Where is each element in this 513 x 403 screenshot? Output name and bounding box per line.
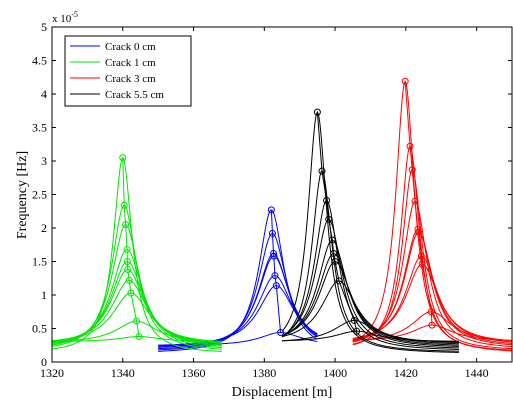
y-tick-label: 0.5 bbox=[32, 322, 47, 336]
peak-marker-2-4 bbox=[414, 225, 422, 233]
peak-marker-0-5 bbox=[272, 282, 280, 290]
y-tick-label: 4 bbox=[41, 87, 47, 101]
peak-marker-1-4 bbox=[123, 258, 131, 265]
peak-marker-3-4 bbox=[328, 236, 336, 244]
peak-marker-3-1 bbox=[318, 167, 326, 175]
series-line-1-5 bbox=[52, 269, 222, 345]
peak-marker-2-3 bbox=[411, 197, 419, 205]
x-tick-label: 1360 bbox=[182, 366, 206, 380]
y-exponent-label: x 10-5 bbox=[52, 10, 78, 25]
peak-marker-3-9 bbox=[353, 327, 361, 335]
series-line-1-2 bbox=[52, 224, 222, 349]
peak-marker-0-1 bbox=[268, 229, 276, 237]
y-tick-label: 4.5 bbox=[32, 54, 47, 68]
x-tick-label: 1380 bbox=[252, 366, 276, 380]
series-line-1-6 bbox=[52, 279, 222, 344]
series-line-3-1 bbox=[281, 170, 459, 352]
peak-marker-1-7 bbox=[127, 289, 135, 297]
peak-marker-3-7 bbox=[335, 277, 343, 285]
x-tick-label: 1420 bbox=[394, 366, 418, 380]
peak-marker-1-6 bbox=[125, 276, 133, 284]
peak-marker-0-6 bbox=[277, 329, 285, 337]
legend-label: Crack 0 cm bbox=[105, 41, 156, 53]
peak-marker-0-3 bbox=[270, 252, 278, 260]
peak-marker-2-7 bbox=[418, 260, 426, 268]
peak-marker-0-4 bbox=[271, 272, 279, 280]
series-line-3-9 bbox=[281, 330, 459, 342]
y-tick-label: 2 bbox=[41, 221, 47, 235]
series-line-3-6 bbox=[281, 260, 459, 345]
peak-marker-0-2 bbox=[270, 249, 278, 257]
peak-marker-2-1 bbox=[406, 142, 414, 150]
peak-marker-1-5 bbox=[124, 266, 132, 274]
y-axis-label: Frequency [Hz] bbox=[15, 151, 30, 239]
series-line-0-2 bbox=[158, 253, 318, 350]
legend-label: Crack 3 cm bbox=[105, 73, 156, 85]
peak-marker-1-0 bbox=[119, 154, 127, 162]
series-line-3-3 bbox=[281, 218, 459, 349]
peak-marker-2-8 bbox=[427, 308, 435, 316]
peak-marker-1-2 bbox=[122, 221, 130, 229]
peak-marker-1-8 bbox=[133, 317, 141, 325]
peak-marker-1-9 bbox=[135, 333, 143, 341]
series-line-3-2 bbox=[281, 200, 459, 350]
y-axis: 0 0.5 1 1.5 2 2.5 3 3.5 4 4.5 5 bbox=[32, 20, 512, 369]
x-tick-label: 1440 bbox=[465, 366, 489, 380]
peak-marker-2-9 bbox=[428, 321, 436, 329]
x-axis: 1320 1340 1360 1380 1400 1420 1440 bbox=[40, 27, 489, 380]
peak-trace-0 bbox=[270, 209, 282, 333]
series-line-3-4 bbox=[281, 239, 459, 347]
peak-trace-2 bbox=[404, 81, 433, 326]
chart-markers bbox=[119, 77, 436, 341]
series-line-2-1 bbox=[352, 145, 512, 351]
y-tick-label: 2.5 bbox=[32, 188, 47, 202]
y-tick-label: 3 bbox=[41, 154, 47, 168]
series-line-3-0 bbox=[281, 110, 459, 353]
y-tick-label: 5 bbox=[41, 20, 47, 34]
peak-marker-2-2 bbox=[408, 166, 416, 174]
series-line-2-9 bbox=[352, 324, 512, 341]
series-line-1-7 bbox=[52, 292, 222, 343]
x-tick-label: 1400 bbox=[323, 366, 347, 380]
peak-trace-1 bbox=[122, 157, 140, 337]
y-tick-label: 3.5 bbox=[32, 121, 47, 135]
x-axis-label: Displacement [m] bbox=[232, 385, 333, 400]
peak-marker-3-5 bbox=[330, 249, 338, 257]
series-line-0-3 bbox=[158, 255, 318, 348]
legend-label: Crack 1 cm bbox=[105, 57, 156, 69]
peak-marker-3-6 bbox=[331, 258, 339, 265]
peak-marker-2-6 bbox=[417, 252, 425, 260]
peak-marker-0-0 bbox=[267, 206, 275, 214]
x-tick-label: 1320 bbox=[40, 366, 64, 380]
x-tick-label: 1340 bbox=[111, 366, 135, 380]
legend: Crack 0 cm Crack 1 cm Crack 3 cm Crack 5.5 … bbox=[64, 35, 192, 107]
y-tick-label: 0 bbox=[41, 355, 47, 369]
chart-curves bbox=[52, 79, 512, 353]
peak-marker-2-0 bbox=[401, 77, 409, 85]
peak-marker-3-2 bbox=[323, 197, 331, 205]
peak-trace-3 bbox=[316, 112, 358, 332]
y-tick-label: 1.5 bbox=[32, 255, 47, 269]
y-tick-label: 1 bbox=[41, 288, 47, 302]
peak-marker-3-0 bbox=[313, 108, 321, 116]
peak-marker-2-5 bbox=[415, 228, 423, 236]
peak-marker-1-3 bbox=[123, 245, 131, 253]
peak-marker-3-8 bbox=[350, 316, 358, 324]
peak-marker-1-1 bbox=[120, 201, 128, 209]
legend-label: Crack 5.5 cm bbox=[105, 89, 164, 101]
series-line-1-9 bbox=[52, 336, 222, 342]
peak-marker-3-3 bbox=[325, 215, 333, 223]
series-line-2-0 bbox=[352, 79, 512, 352]
